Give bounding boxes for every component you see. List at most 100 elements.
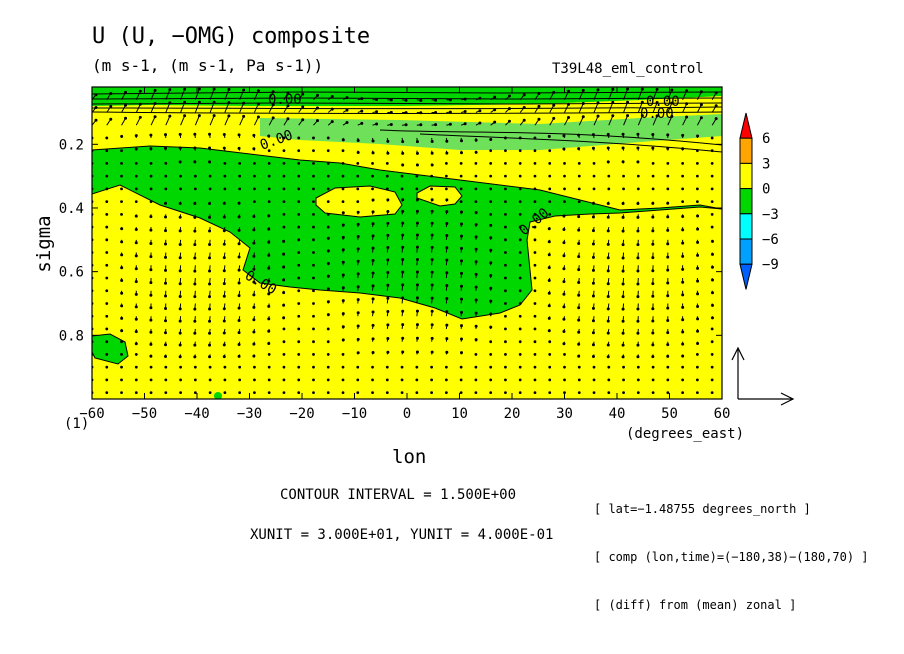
vector-arrow bbox=[564, 104, 569, 113]
vector-head bbox=[197, 100, 201, 104]
vector-head bbox=[109, 117, 113, 121]
vector-head bbox=[149, 306, 153, 310]
vector-dot bbox=[223, 391, 227, 395]
vector-head bbox=[681, 305, 685, 309]
vector-head bbox=[474, 138, 478, 142]
vector-head bbox=[651, 242, 655, 246]
vector-head bbox=[386, 139, 390, 143]
vector-head bbox=[242, 88, 246, 92]
colorbar-segment bbox=[739, 137, 753, 164]
vector-dot bbox=[504, 365, 507, 369]
vector-head bbox=[445, 337, 449, 341]
vector-dot bbox=[341, 187, 345, 191]
vector-dot bbox=[253, 162, 256, 165]
colorbar-segment bbox=[739, 162, 753, 190]
vector-dot bbox=[267, 149, 271, 153]
vector-head bbox=[193, 202, 197, 206]
vector-dot bbox=[415, 365, 419, 369]
vector-head bbox=[463, 122, 467, 126]
vector-dot bbox=[415, 378, 419, 382]
vector-dot bbox=[326, 353, 330, 356]
vector-head bbox=[341, 325, 345, 329]
vector-head bbox=[577, 147, 581, 151]
vector-head bbox=[178, 355, 182, 359]
vector-head bbox=[666, 306, 670, 310]
vector-head bbox=[547, 134, 551, 138]
vector-head bbox=[606, 319, 610, 323]
vector-head bbox=[134, 227, 138, 231]
vector-dot bbox=[681, 200, 685, 204]
vector-dot bbox=[518, 251, 522, 254]
vector-arrow bbox=[180, 89, 186, 100]
vector-dot bbox=[267, 378, 271, 382]
vector-head bbox=[685, 115, 689, 119]
vector-dot bbox=[430, 391, 434, 395]
vector-dot bbox=[607, 187, 611, 191]
vector-head bbox=[178, 215, 182, 219]
vector-dot bbox=[400, 187, 404, 191]
vector-dot bbox=[149, 365, 153, 369]
vector-head bbox=[371, 271, 375, 275]
x-tick-label: −20 bbox=[289, 406, 314, 422]
vector-head bbox=[124, 103, 128, 107]
vector-head bbox=[164, 242, 168, 246]
vector-head bbox=[149, 133, 153, 137]
vector-head bbox=[267, 266, 271, 270]
vector-dot bbox=[489, 353, 493, 356]
vector-dot bbox=[518, 378, 522, 382]
vector-head bbox=[681, 254, 685, 258]
vector-dot bbox=[489, 187, 493, 191]
vector-dot bbox=[695, 200, 699, 204]
vector-arrow bbox=[253, 116, 259, 126]
vector-head bbox=[252, 280, 256, 284]
vector-dot bbox=[651, 365, 655, 369]
vector-dot bbox=[282, 340, 286, 344]
vector-dot bbox=[459, 174, 463, 178]
vector-head bbox=[430, 151, 434, 155]
vector-head bbox=[621, 132, 625, 136]
vector-dot bbox=[312, 365, 315, 369]
vector-head bbox=[562, 317, 566, 321]
vector-dot bbox=[474, 391, 478, 395]
vector-head bbox=[212, 114, 216, 118]
vector-dot bbox=[459, 162, 463, 165]
vector-head bbox=[222, 331, 226, 335]
vector-head bbox=[208, 202, 212, 206]
vector-arrow bbox=[593, 115, 599, 126]
vector-head bbox=[164, 146, 168, 150]
vector-head bbox=[193, 307, 197, 311]
vector-head bbox=[434, 111, 438, 115]
vector-dot bbox=[297, 212, 301, 216]
colorbar-label: 6 bbox=[762, 131, 770, 147]
vector-dot bbox=[105, 149, 109, 153]
vector-head bbox=[237, 306, 241, 310]
vector-dot bbox=[312, 289, 315, 293]
vector-head bbox=[459, 324, 463, 328]
vector-head bbox=[208, 229, 212, 233]
vector-head bbox=[621, 355, 625, 359]
vector-dot bbox=[371, 162, 374, 165]
vector-head bbox=[178, 331, 182, 335]
vector-head bbox=[256, 102, 260, 106]
vector-dot bbox=[474, 200, 478, 204]
vector-arrow bbox=[209, 115, 215, 126]
vector-head bbox=[164, 229, 168, 233]
vector-head bbox=[415, 257, 419, 261]
vector-arrow bbox=[623, 102, 629, 113]
info-line: [ (diff) from (mean) zonal ] bbox=[594, 598, 797, 612]
vector-head bbox=[356, 259, 360, 263]
vector-dot bbox=[356, 365, 360, 369]
vector-head bbox=[345, 108, 349, 112]
x-tick-label: −30 bbox=[237, 406, 262, 422]
vector-head bbox=[164, 355, 168, 359]
vector-arrow bbox=[194, 102, 200, 113]
vector-head bbox=[252, 147, 256, 151]
vector-dot bbox=[312, 162, 315, 165]
vector-head bbox=[326, 300, 330, 304]
vector-dot bbox=[607, 365, 611, 369]
vector-dot bbox=[695, 174, 699, 178]
vector-arrow bbox=[224, 115, 230, 126]
vector-head bbox=[267, 329, 271, 333]
vector-head bbox=[164, 255, 168, 259]
vector-head bbox=[547, 266, 551, 270]
